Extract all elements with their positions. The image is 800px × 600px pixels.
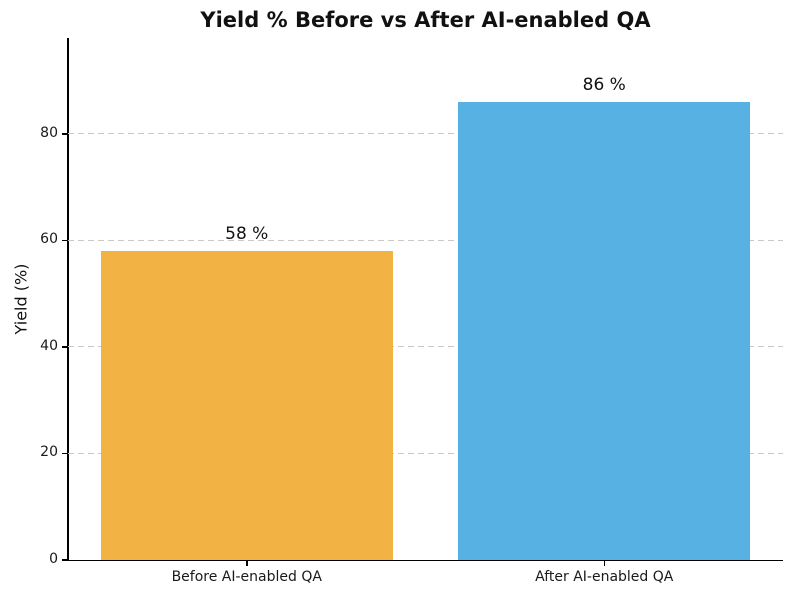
bar-value-label-after: 86 % xyxy=(582,74,626,95)
y-tick-mark-80 xyxy=(62,133,68,135)
y-tick-label-60: 60 xyxy=(40,231,58,248)
gridline-80 xyxy=(68,133,783,135)
y-tick-mark-20 xyxy=(62,452,68,455)
gridline-40 xyxy=(68,346,783,348)
y-axis-line xyxy=(67,38,69,560)
bar-value-label-before: 58 % xyxy=(225,224,269,245)
y-tick-mark-40 xyxy=(62,346,68,348)
y-tick-mark-0 xyxy=(62,559,68,561)
y-tick-label-20: 20 xyxy=(40,444,58,461)
y-tick-mark-60 xyxy=(62,239,68,242)
bar-after xyxy=(458,101,751,560)
x-axis-line xyxy=(67,559,783,561)
x-tick-label-1: After AI-enabled QA xyxy=(535,569,674,585)
bar-before xyxy=(100,251,393,560)
y-tick-label-0: 0 xyxy=(49,551,58,567)
y-tick-label-40: 40 xyxy=(40,337,58,354)
gridline-20 xyxy=(68,452,783,454)
plot-area: Yield (%) 0 20 40 60 80 58 % Before AI-enabled… xyxy=(12,38,783,585)
x-tick-mark-0 xyxy=(246,560,248,566)
x-tick-mark-1 xyxy=(603,560,605,566)
gridline-60 xyxy=(68,239,783,241)
y-tick-label-80: 80 xyxy=(40,124,58,141)
x-tick-label-0: Before AI-enabled QA xyxy=(171,569,322,585)
chart-title: Yield % Before vs After AI-enabled QA xyxy=(200,8,651,32)
